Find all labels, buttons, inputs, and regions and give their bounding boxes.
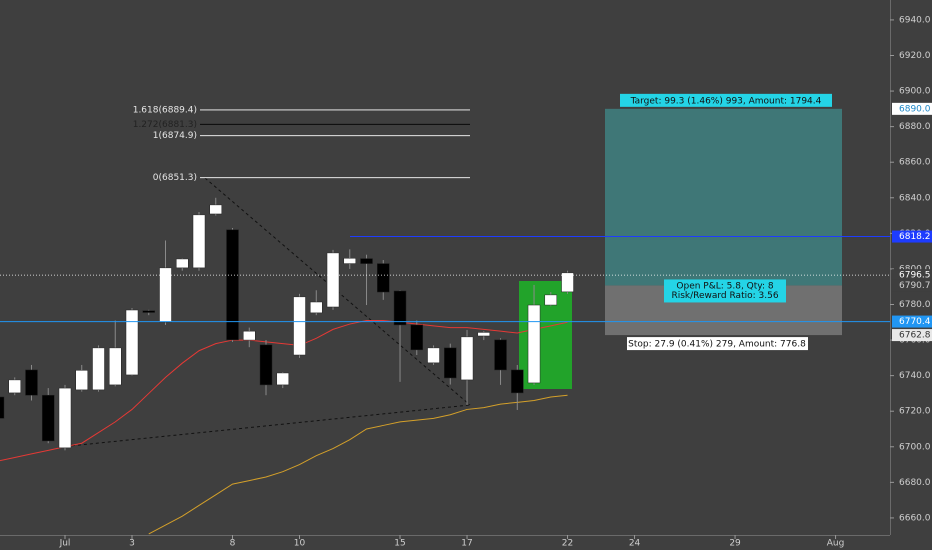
candle-body — [561, 272, 574, 293]
x-tick-label: 15 — [394, 539, 405, 549]
candle-body — [8, 379, 21, 394]
x-tick-label: 10 — [294, 539, 306, 549]
position-label-box — [892, 279, 932, 292]
target-zone — [605, 108, 842, 286]
position-label: 6790.7 — [899, 281, 931, 291]
x-tick-label: 22 — [562, 539, 573, 549]
y-tick-label: 6700.0 — [899, 442, 931, 452]
candle-body — [142, 310, 156, 313]
x-tick-label: 8 — [230, 539, 236, 549]
candle-body — [544, 294, 558, 306]
trend-line — [59, 404, 471, 448]
candle-body — [343, 258, 357, 264]
candle-body — [58, 387, 72, 449]
target-text-box — [620, 93, 832, 107]
candle-body — [108, 347, 122, 386]
fib-label: 1(6874.9) — [153, 131, 197, 141]
x-tick-label: 17 — [461, 539, 472, 549]
y-tick-label: 6660.0 — [899, 513, 931, 523]
candle-body — [41, 394, 55, 442]
stop-text: Stop: 27.9 (0.41%) 279, Amount: 776.8 — [628, 340, 806, 350]
y-tick-label: 6880.0 — [899, 122, 931, 132]
candle-body — [460, 336, 474, 381]
y-tick-label: 6740.0 — [899, 371, 931, 381]
candle-body — [310, 301, 323, 314]
candle-body — [511, 369, 524, 394]
y-tick-label: 6920.0 — [899, 51, 931, 61]
fib-label: 0(6851.3) — [153, 173, 197, 183]
candle-body — [0, 396, 5, 419]
candle-body — [92, 347, 105, 391]
candle-body — [477, 332, 491, 337]
y-tick-label: 6900.0 — [899, 87, 931, 97]
candle-body — [393, 290, 407, 326]
candle-body — [527, 304, 541, 384]
candle-body — [360, 258, 373, 264]
candle-body — [494, 339, 507, 371]
candle-body — [444, 347, 457, 379]
candle-body — [125, 309, 139, 376]
candle-body — [243, 330, 256, 341]
candle-body — [377, 263, 390, 293]
price-label: 6770.4 — [899, 317, 931, 327]
moving-average — [148, 394, 568, 535]
candle-body — [25, 369, 38, 396]
pnl-text-box — [664, 279, 786, 303]
target-text: Target: 99.3 (1.46%) 993, Amount: 1794.4 — [630, 96, 822, 106]
candle-body — [410, 324, 424, 351]
x-tick-label: 24 — [629, 539, 641, 549]
y-tick-label: 6940.0 — [899, 15, 931, 25]
moving-average — [0, 320, 568, 462]
candle-body — [209, 204, 223, 215]
fib-label: 1.618(6889.4) — [133, 105, 197, 115]
pnl-text: Open P&L: 5.8, Qty: 8 — [676, 281, 773, 291]
candle-body — [427, 347, 440, 364]
ratio-text: Risk/Reward Ratio: 3.56 — [671, 291, 778, 301]
y-tick-label: 6780.0 — [899, 300, 931, 310]
x-tick-label: Jul — [59, 539, 71, 549]
candle-body — [259, 344, 273, 386]
price-label-box — [892, 269, 932, 282]
x-tick-label: 3 — [129, 539, 135, 549]
position-label: 6890.0 — [899, 104, 931, 114]
candle-body — [192, 214, 206, 269]
position-label-box — [892, 102, 932, 115]
candle-body — [276, 372, 290, 386]
fib-label: 1.272(6881.3) — [133, 120, 197, 130]
x-tick-label: Aug — [827, 539, 845, 549]
price-label: 6818.2 — [899, 232, 931, 242]
position-label-box — [892, 329, 932, 342]
x-tick-label: 29 — [729, 539, 741, 549]
price-label: 6796.5 — [899, 271, 931, 281]
candle-body — [159, 267, 172, 323]
y-tick-label: 6720.0 — [899, 407, 931, 417]
stop-text-box — [627, 337, 808, 351]
y-tick-label: 6860.0 — [899, 158, 931, 168]
price-label-box — [892, 230, 932, 243]
candle-body — [326, 252, 340, 308]
candle-body — [293, 296, 306, 356]
price-label-box — [892, 315, 932, 328]
y-tick-label: 6680.0 — [899, 478, 931, 488]
position-label: 6762.8 — [899, 331, 931, 341]
y-tick-label: 6840.0 — [899, 193, 931, 203]
candle-body — [226, 229, 239, 341]
candle-body — [75, 370, 88, 391]
candle-body — [176, 258, 189, 269]
